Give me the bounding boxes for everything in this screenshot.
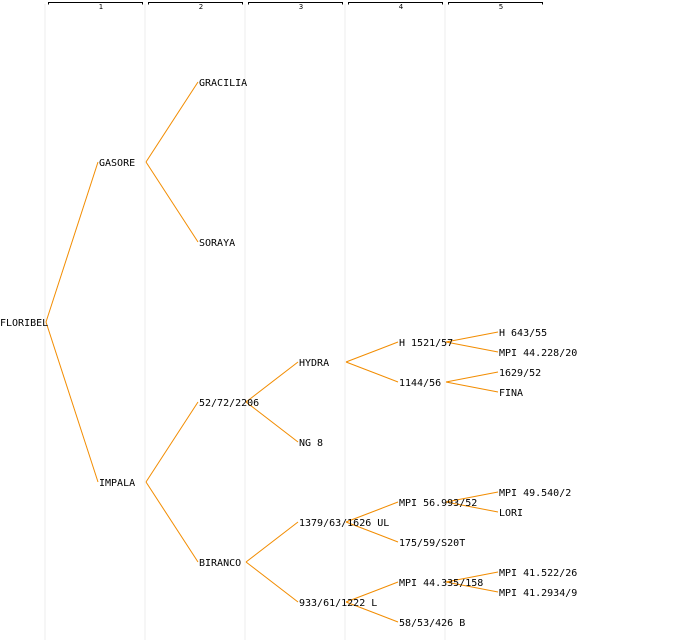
- edge-h1521-h643: [445, 331, 499, 343]
- edge-mpi44335-mpi41522: [445, 571, 499, 583]
- node-biranco[interactable]: BIRANCO: [199, 558, 241, 569]
- edge-mpi56-mpi49540: [445, 491, 499, 503]
- node-impala[interactable]: IMPALA: [99, 478, 135, 489]
- edge-1144-fina: [445, 381, 499, 393]
- node-h643-55[interactable]: H 643/55: [499, 328, 547, 339]
- node-fina[interactable]: FINA: [499, 388, 523, 399]
- edge-933-mpi44335: [345, 581, 399, 603]
- edge-52-72-2206-hydra: [245, 361, 299, 403]
- column-bracket-4: [348, 2, 443, 5]
- node-ng8[interactable]: NG 8: [299, 438, 323, 449]
- edge-floribel-gasore: [45, 161, 99, 323]
- edge-1379-175: [345, 521, 399, 543]
- node-1629-52[interactable]: 1629/52: [499, 368, 541, 379]
- node-mpi44-228-20[interactable]: MPI 44.228/20: [499, 348, 577, 359]
- column-label-5: 5: [499, 3, 503, 11]
- edge-biranco-933: [245, 561, 299, 603]
- edge-hydra-h1521: [345, 341, 399, 363]
- column-bracket-5: [448, 2, 543, 5]
- node-52-72-2206[interactable]: 52/72/2206: [199, 398, 259, 409]
- node-lori[interactable]: LORI: [499, 508, 523, 519]
- node-933-61-1222-l[interactable]: 933/61/1222 L: [299, 598, 377, 609]
- node-gracilia[interactable]: GRACILIA: [199, 78, 247, 89]
- column-headers: 1 2 3 4 5: [48, 2, 543, 11]
- column-bracket-3: [248, 2, 343, 5]
- node-mpi44-335-158[interactable]: MPI 44.335/158: [399, 578, 483, 589]
- node-h1521-57[interactable]: H 1521/57: [399, 338, 453, 349]
- column-label-2: 2: [199, 3, 203, 11]
- edge-gasore-soraya: [145, 161, 199, 243]
- node-gasore[interactable]: GASORE: [99, 158, 135, 169]
- node-1379-63-1626-ul[interactable]: 1379/63/1626 UL: [299, 518, 389, 529]
- edge-impala-biranco: [145, 481, 199, 563]
- edge-mpi56-lori: [445, 501, 499, 513]
- column-bracket-1: [48, 2, 143, 5]
- tree-edges: [45, 81, 499, 623]
- edge-1144-1629: [445, 371, 499, 383]
- column-bracket-2: [148, 2, 243, 5]
- edge-1379-mpi56: [345, 501, 399, 523]
- edge-933-58: [345, 601, 399, 623]
- edge-h1521-mpi44228: [445, 341, 499, 353]
- node-soraya[interactable]: SORAYA: [199, 238, 235, 249]
- column-label-4: 4: [399, 3, 404, 11]
- edge-floribel-impala: [45, 321, 99, 483]
- node-mpi41-522-26[interactable]: MPI 41.522/26: [499, 568, 577, 579]
- edge-biranco-1379: [245, 521, 299, 563]
- edge-mpi44335-mpi412934: [445, 581, 499, 593]
- tree-nodes: FLORIBEL GASORE IMPALA GRACILIA SORAYA 5…: [0, 78, 577, 629]
- edge-gasore-gracilia: [145, 81, 199, 163]
- edge-hydra-1144: [345, 361, 399, 383]
- node-mpi41-2934-9[interactable]: MPI 41.2934/9: [499, 588, 577, 599]
- edge-impala-52-72-2206: [145, 401, 199, 483]
- column-guides: [44, 4, 446, 640]
- node-mpi56-993-52[interactable]: MPI 56.993/52: [399, 498, 477, 509]
- column-label-3: 3: [299, 3, 303, 11]
- node-58-53-426-b[interactable]: 58/53/426 B: [399, 618, 465, 629]
- node-hydra[interactable]: HYDRA: [299, 358, 329, 369]
- node-175-59-s20t[interactable]: 175/59/S20T: [399, 538, 465, 549]
- node-floribel[interactable]: FLORIBEL: [0, 318, 48, 329]
- node-1144-56[interactable]: 1144/56: [399, 378, 441, 389]
- node-mpi49-540-2[interactable]: MPI 49.540/2: [499, 488, 571, 499]
- column-label-1: 1: [99, 3, 103, 11]
- edge-52-72-2206-ng8: [245, 401, 299, 443]
